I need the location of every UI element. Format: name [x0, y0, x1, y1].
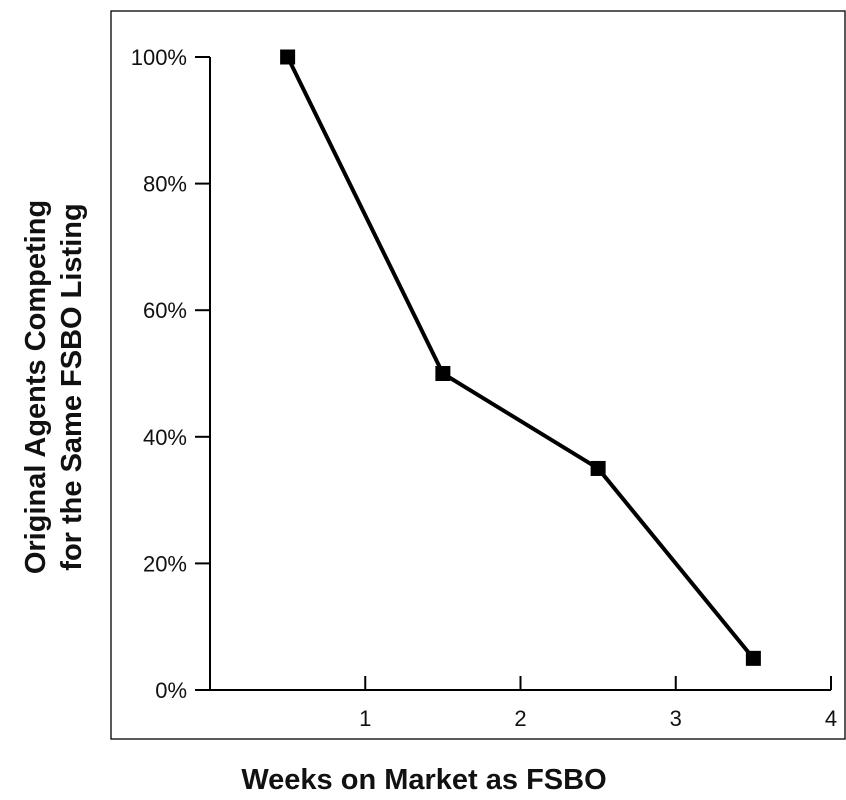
x-ticks: 1 2 3 4	[359, 676, 837, 731]
x-tick-label: 1	[359, 706, 371, 731]
y-axis-title-line-1: Original Agents Competing	[20, 200, 52, 574]
data-point-marker	[590, 460, 606, 476]
y-ticks: 0% 20% 40% 60% 80% 100%	[131, 45, 210, 703]
x-tick-label: 2	[514, 706, 526, 731]
series-line	[285, 56, 755, 660]
y-tick-label: 60%	[143, 298, 187, 323]
x-axis-title: Weeks on Market as FSBO	[241, 764, 606, 796]
series-layer	[280, 49, 761, 666]
data-point-marker	[435, 366, 451, 381]
y-tick-label: 0%	[155, 678, 187, 703]
y-tick-label: 20%	[143, 551, 187, 576]
y-tick-label: 40%	[143, 425, 187, 450]
y-axis-title-line-2: for the Same FSBO Listing	[56, 203, 88, 570]
data-point-marker	[745, 650, 761, 666]
x-tick-label: 4	[825, 706, 837, 731]
y-axis-title: Original Agents Competing for the Same F…	[20, 200, 88, 574]
x-tick-label: 3	[670, 706, 682, 731]
data-point-marker	[280, 49, 296, 65]
y-tick-label: 80%	[143, 172, 187, 197]
plot-frame	[110, 10, 846, 740]
y-tick-label: 100%	[131, 45, 187, 70]
